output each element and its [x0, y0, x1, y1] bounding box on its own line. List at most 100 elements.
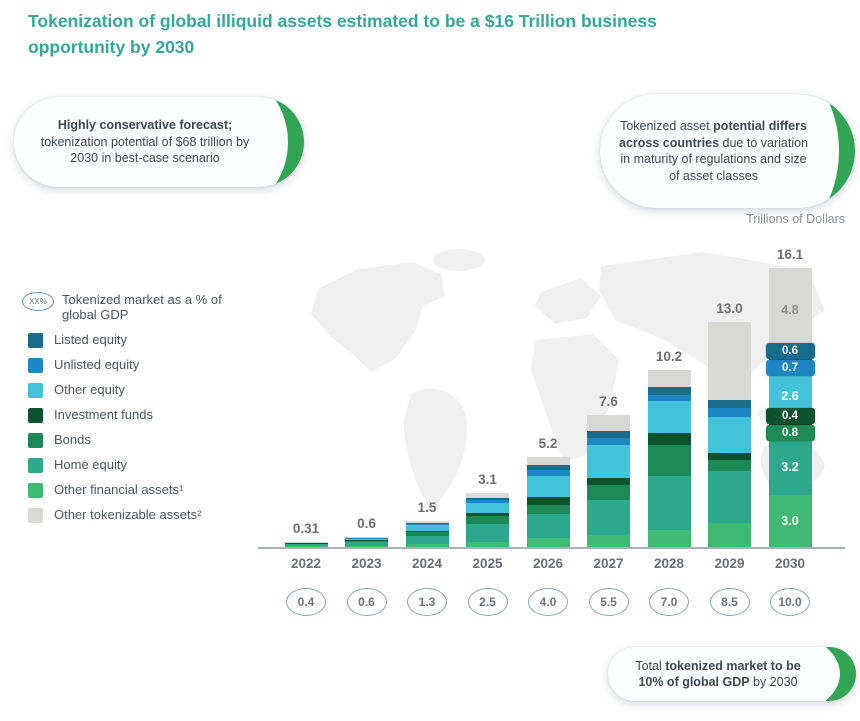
bar-segment — [587, 534, 630, 547]
bar-total-label: 7.6 — [599, 394, 618, 410]
legend-swatch — [28, 457, 43, 473]
legend-swatch — [28, 507, 43, 523]
bar-segment — [708, 453, 751, 461]
segment-value-badge: 0.4 — [765, 407, 815, 424]
legend-item-label: Other tokenizable assets² — [54, 506, 202, 522]
legend-item: Bonds — [28, 432, 258, 448]
legend-swatch — [28, 407, 43, 423]
x-axis-year-label: 2024 — [411, 556, 443, 571]
bar-segment — [708, 417, 751, 454]
bar-segment — [405, 535, 449, 545]
percent-oval-icon: XX% — [22, 292, 54, 311]
gdp-percent-oval: 5.5 — [588, 588, 629, 616]
bar-segment — [284, 543, 328, 544]
bar-segment — [526, 464, 570, 470]
legend-item-label: Unlisted equity — [54, 356, 140, 372]
bar-segment — [526, 538, 570, 547]
gdp-percent-oval: 2.5 — [467, 588, 508, 616]
bar-total-label: 13.0 — [716, 300, 743, 316]
callout-total-gdp-share: Total tokenized market to be 10% of glob… — [608, 647, 856, 701]
callout-bold-text: Highly conservative forecast; — [57, 118, 233, 133]
bar-segment — [284, 543, 328, 547]
bar-segment — [647, 401, 691, 433]
legend-item: Other equity — [28, 382, 258, 398]
legend-item-label: Home equity — [54, 456, 127, 472]
legend-item-label: Other equity — [54, 381, 125, 397]
bar-total-label: 16.1 — [776, 247, 804, 262]
bar-segment — [466, 541, 509, 547]
gdp-percent-oval: 8.5 — [709, 588, 750, 616]
bar-segment — [345, 536, 388, 538]
x-axis-year-label: 2029 — [714, 556, 745, 571]
bar-segment — [647, 475, 691, 530]
callout-country-variation: Tokenized asset potential differs across… — [600, 94, 855, 208]
bar-segment — [526, 475, 570, 497]
bar-segment — [587, 437, 630, 445]
bar-segment — [405, 522, 449, 524]
segment-value-label: 4.8 — [781, 302, 799, 317]
segment-value-label: 3.2 — [781, 460, 799, 475]
legend-item-label: Tokenized market as a % of global GDP — [62, 292, 222, 323]
x-axis-year-label: 2023 — [351, 556, 382, 571]
bar-total-label: 0.6 — [357, 515, 376, 531]
bar-segment — [466, 497, 509, 501]
callout-text-run: due to variation in maturity of regulati… — [620, 135, 808, 183]
legend-swatch — [28, 332, 43, 348]
bar-segment — [345, 541, 388, 546]
bar-segment — [466, 493, 509, 498]
x-axis-year-label: 2027 — [593, 556, 624, 571]
bar-segment — [708, 408, 751, 418]
bar-segment: 4.8 — [768, 268, 812, 352]
bar-segment: 3.0 — [768, 495, 812, 547]
legend-swatch — [28, 357, 43, 373]
segment-value-badge: 0.8 — [765, 424, 815, 441]
bar-segment: 3.2 — [768, 439, 812, 495]
bar-segment — [708, 321, 751, 400]
bar-segment — [647, 370, 691, 387]
bar-segment — [466, 513, 509, 516]
x-axis-year-label: 2026 — [532, 556, 564, 571]
legend-item-label: Listed equity — [54, 331, 127, 347]
gdp-percent-oval: 0.6 — [346, 588, 387, 616]
page-title: Tokenization of global illiquid assets e… — [28, 11, 657, 58]
legend-swatch — [28, 382, 43, 398]
x-axis-year-label: 2028 — [653, 556, 685, 571]
bar-segment — [647, 394, 691, 402]
gdp-percent-oval: 7.0 — [649, 588, 689, 616]
bar-segment — [587, 430, 630, 438]
bar-segment — [405, 521, 449, 523]
bar-segment — [405, 525, 449, 531]
callout-text-run: by 2030 — [749, 675, 798, 689]
bar-segment — [647, 529, 691, 547]
callout-country-variation-text: Tokenized asset potential differs across… — [600, 118, 855, 184]
bar-segment — [345, 537, 388, 538]
legend-item: Unlisted equity — [28, 357, 258, 373]
legend-swatch — [28, 432, 43, 448]
gdp-percent-oval: 1.3 — [407, 588, 447, 616]
callout-conservative-forecast-text: Highly conservative forecast; tokenizati… — [14, 117, 304, 167]
callout-text-run: tokenization potential of $68 trillion b… — [40, 134, 250, 166]
bar-segment — [587, 477, 630, 485]
bar-segment — [466, 502, 509, 514]
bar-segment — [284, 542, 328, 544]
bar-segment — [587, 444, 630, 478]
bar-segment — [405, 530, 449, 532]
bar-segment — [647, 444, 691, 476]
x-axis-year-label: 2030 — [774, 556, 806, 571]
bar-segment — [466, 524, 509, 542]
segment-value-badge: 0.6 — [765, 342, 815, 359]
gdp-percent-oval: 10.0 — [770, 588, 810, 616]
bar-segment — [526, 496, 570, 506]
legend-item: Listed equity — [28, 332, 258, 348]
bar-segment — [284, 546, 328, 547]
bar-segment — [526, 505, 570, 515]
bar-segment — [587, 415, 630, 431]
gdp-percent-oval: 4.0 — [528, 588, 568, 616]
bar-total-label: 1.5 — [417, 500, 437, 515]
legend-swatch — [28, 482, 43, 498]
bar-segment — [345, 540, 388, 542]
segment-value-label: 2.6 — [781, 389, 799, 404]
segment-value-label: 3.0 — [781, 513, 799, 528]
legend-item: Other tokenizable assets² — [28, 507, 258, 523]
bar-segment — [708, 460, 751, 471]
